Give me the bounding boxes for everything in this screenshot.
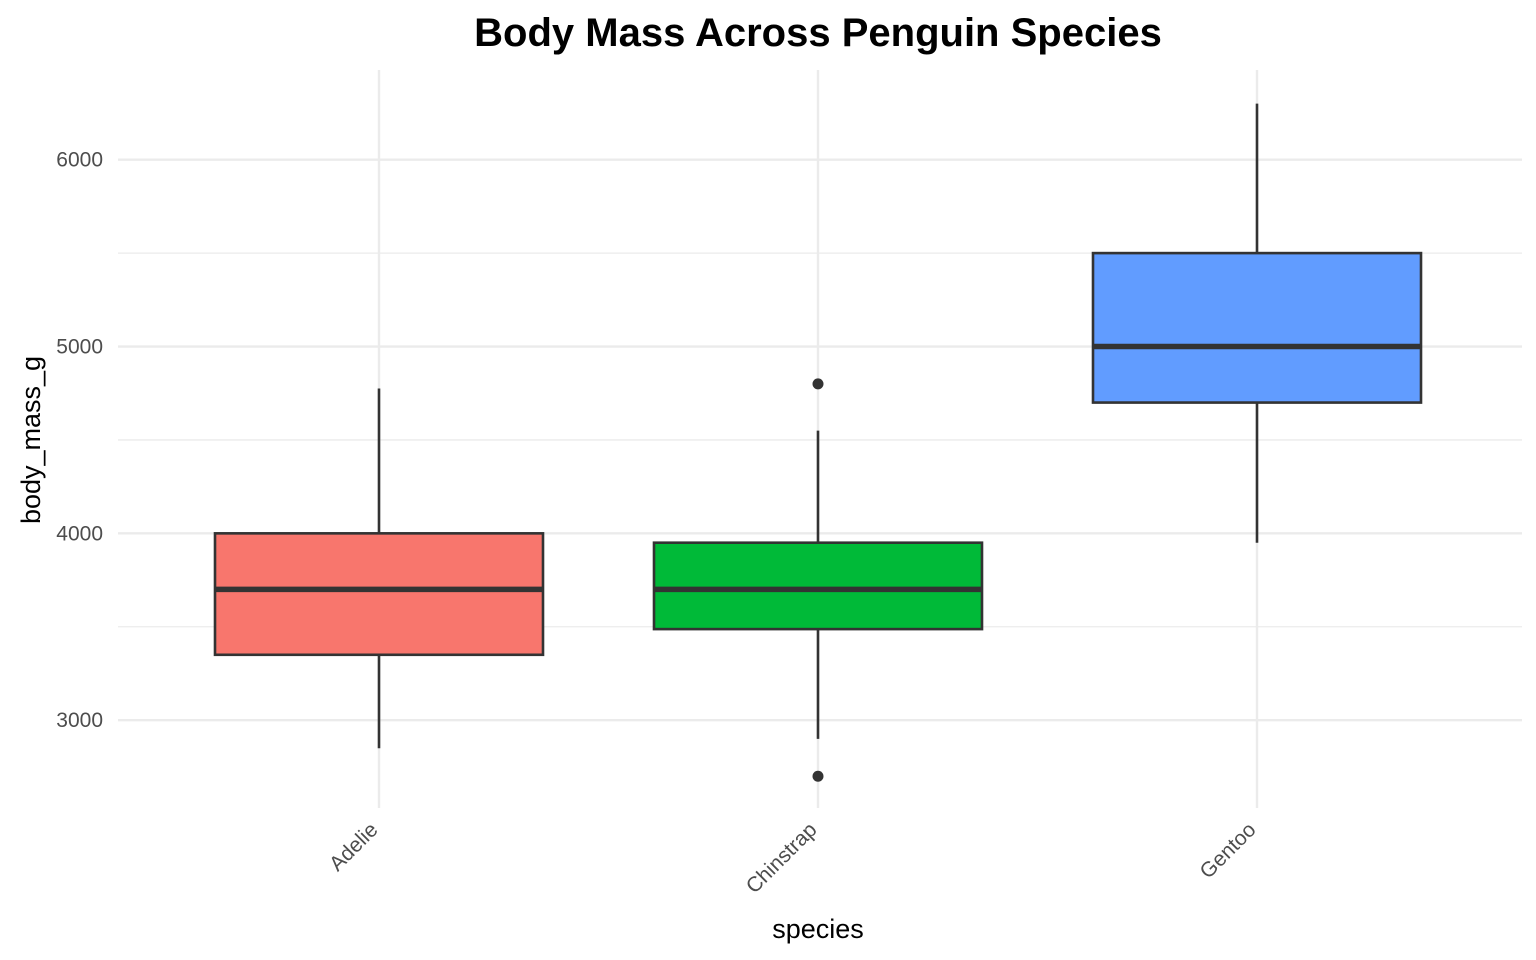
y-tick-label: 6000 xyxy=(56,149,103,172)
y-axis-title: body_mass_g xyxy=(16,356,46,524)
iqr-box xyxy=(213,532,545,657)
iqr-box xyxy=(1091,251,1423,404)
box-chinstrap xyxy=(652,378,984,782)
iqr-box xyxy=(652,541,984,631)
x-tick-label: Chinstrap xyxy=(742,818,822,898)
y-tick-label: 4000 xyxy=(56,522,103,545)
grid-layer xyxy=(118,70,1522,808)
outlier-point xyxy=(812,770,824,782)
box-gentoo xyxy=(1091,103,1423,543)
x-tick-label: Adelie xyxy=(325,818,383,876)
chart-title: Body Mass Across Penguin Species xyxy=(474,11,1162,55)
y-tick-label: 3000 xyxy=(56,709,103,732)
x-axis-title: species xyxy=(772,914,864,944)
box-adelie xyxy=(213,388,545,749)
outlier-point xyxy=(812,378,824,390)
labels-layer: 3000 4000 5000 6000 Adelie Chinstrap Gentoo xyxy=(56,149,1260,898)
x-tick-label: Gentoo xyxy=(1196,818,1261,883)
y-tick-label: 5000 xyxy=(56,336,103,359)
boxes-layer xyxy=(213,103,1423,782)
